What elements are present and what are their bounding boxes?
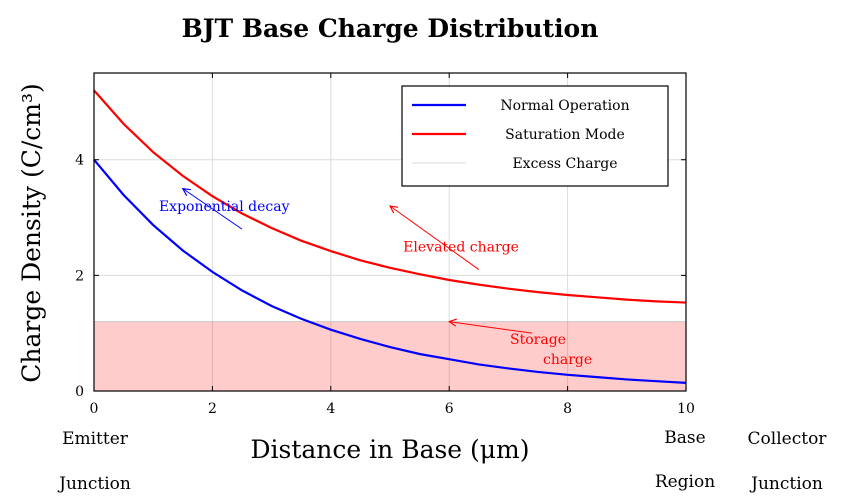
- annotation-arrow: [449, 322, 533, 334]
- side-label-emitter-junction: Junction: [57, 474, 131, 494]
- x-axis-label: Distance in Base (μm): [250, 435, 529, 464]
- side-label-collector: Collector: [748, 429, 828, 449]
- y-tick-label: 2: [75, 268, 84, 284]
- x-tick-label: 4: [326, 401, 335, 417]
- x-tick-label: 0: [90, 401, 99, 417]
- annotation-label: charge: [543, 352, 592, 368]
- annotation-arrow: [183, 189, 243, 230]
- chart-title: BJT Base Charge Distribution: [182, 14, 599, 43]
- y-axis-label: Charge Density (C/cm³): [17, 83, 46, 383]
- side-label-emitter: Emitter: [62, 429, 129, 449]
- tick-layer: 0 2 4 6 8 10 0 2 4: [75, 73, 695, 417]
- annotation-label: Exponential decay: [159, 199, 290, 215]
- x-tick-label: 6: [445, 401, 454, 417]
- excess-charge-area: [94, 321, 686, 391]
- annotation-layer: Exponential decay Elevated charge Storage c…: [159, 189, 592, 368]
- saturation-mode-line: [93, 89, 687, 304]
- excess-charge-area-layer: [94, 321, 686, 391]
- normal-operation-line: [93, 159, 687, 385]
- plot-frame: [93, 72, 687, 392]
- y-tick-label: 4: [75, 153, 84, 169]
- annotation-arrow: [390, 206, 480, 270]
- legend-label: Saturation Mode: [505, 127, 625, 143]
- x-tick-label: 2: [208, 401, 217, 417]
- x-tick-label: 10: [677, 401, 695, 417]
- annotation-label: Elevated charge: [403, 239, 519, 255]
- side-label-base-region: Region: [655, 472, 715, 492]
- side-label-base: Base: [664, 428, 705, 448]
- legend-box: [401, 85, 669, 187]
- series-layer: [93, 89, 687, 385]
- legend-label: Excess Charge: [512, 156, 617, 172]
- legend: Normal Operation Saturation Mode Excess Ch…: [401, 85, 669, 187]
- side-label-collector-junction: Junction: [749, 474, 823, 494]
- x-tick-label: 8: [563, 401, 572, 417]
- annotation-label: Storage: [510, 332, 566, 348]
- y-tick-label: 0: [75, 384, 84, 400]
- legend-label: Normal Operation: [500, 98, 629, 114]
